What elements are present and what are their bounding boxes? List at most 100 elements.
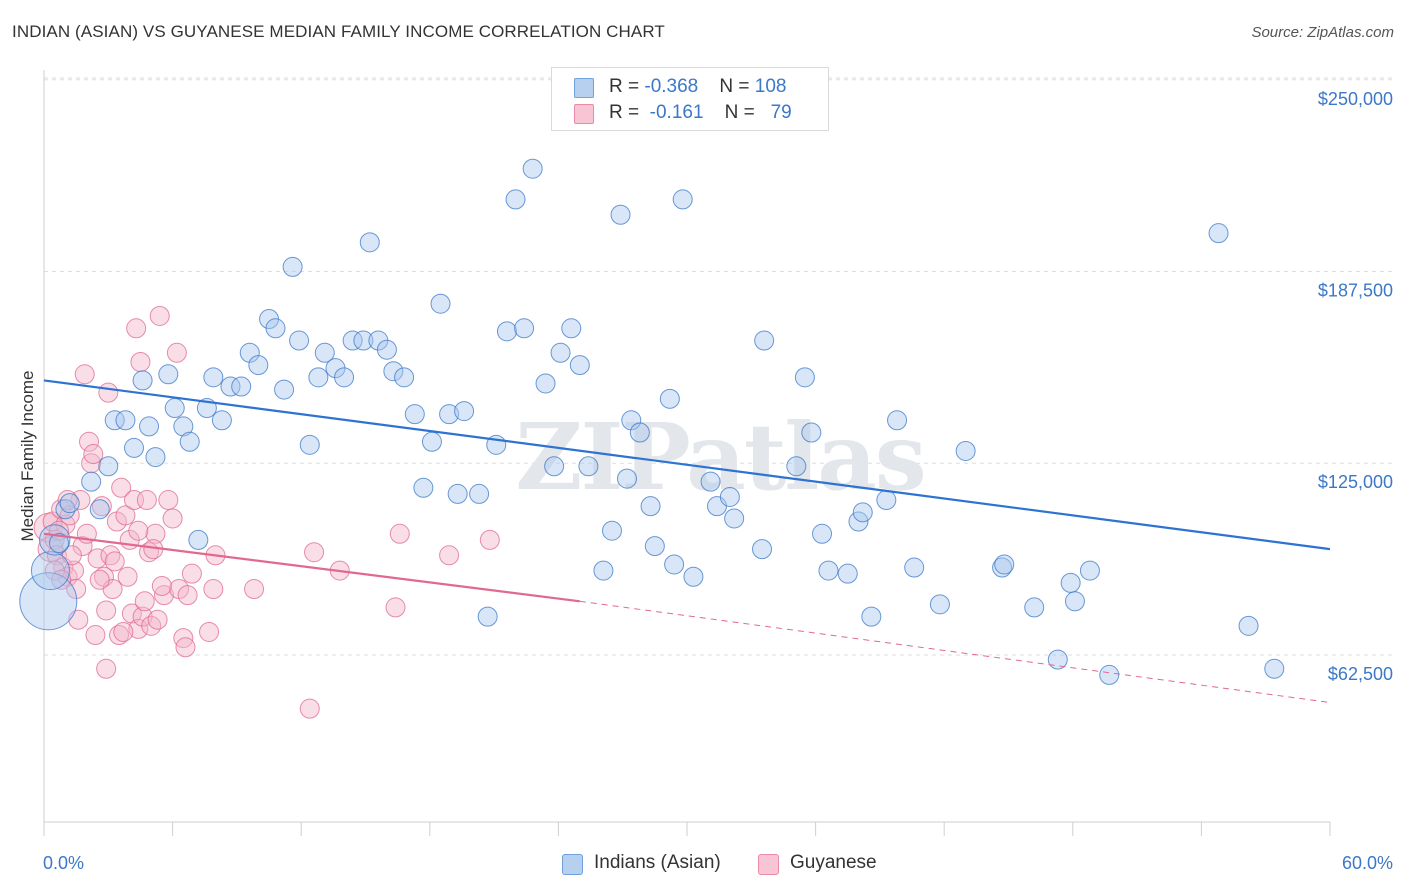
data-point — [812, 523, 833, 544]
legend-swatch-blue — [562, 854, 583, 875]
data-point — [439, 404, 460, 425]
data-point — [818, 560, 839, 581]
data-point — [147, 609, 168, 630]
data-point — [299, 434, 320, 455]
guyanese-points — [33, 305, 500, 719]
data-point — [289, 330, 310, 351]
data-point — [544, 456, 565, 477]
data-point — [304, 542, 325, 563]
legend-r-label: R = — [609, 102, 645, 123]
data-point — [359, 232, 380, 253]
data-point — [104, 551, 125, 572]
data-point — [98, 382, 119, 403]
y-tick-labels: $62,500 $125,000 $187,500 $250,000 — [1318, 89, 1393, 684]
data-point — [179, 431, 200, 452]
data-point — [98, 456, 119, 477]
data-point — [837, 563, 858, 584]
data-point — [700, 471, 721, 492]
data-point — [96, 658, 117, 679]
data-point — [1047, 649, 1068, 670]
data-point — [231, 376, 252, 397]
data-point — [786, 456, 807, 477]
data-point — [621, 410, 642, 431]
legend-n-value: 79 — [770, 102, 792, 123]
data-point — [79, 431, 100, 452]
legend-r-label: R = — [609, 76, 645, 97]
data-point — [852, 502, 873, 523]
data-point — [265, 318, 286, 339]
data-point — [929, 594, 950, 615]
watermark: ZIPatlas — [515, 403, 924, 511]
data-point — [496, 321, 517, 342]
data-point — [115, 505, 136, 526]
data-point — [876, 490, 897, 511]
data-point — [404, 404, 425, 425]
chart-title: INDIAN (ASIAN) VS GUYANESE MEDIAN FAMILY… — [12, 22, 665, 41]
data-point — [81, 471, 102, 492]
data-point — [394, 367, 415, 388]
legend-n-label: N = — [724, 102, 761, 123]
data-point — [158, 364, 179, 385]
data-point — [274, 379, 295, 400]
data-point — [141, 615, 162, 636]
legend-label: Indians (Asian) — [594, 852, 721, 873]
data-point — [659, 388, 680, 409]
data-point — [314, 342, 335, 363]
data-point — [139, 416, 160, 437]
y-tick-label: $62,500 — [1328, 664, 1393, 684]
data-point — [136, 490, 157, 511]
data-point — [522, 158, 543, 179]
data-point — [801, 422, 822, 443]
data-point — [389, 523, 410, 544]
data-point — [111, 477, 132, 498]
data-point — [145, 523, 166, 544]
data-point — [848, 511, 869, 532]
data-point — [752, 539, 773, 560]
data-point — [113, 621, 134, 642]
data-point — [128, 618, 149, 639]
data-point — [126, 318, 147, 339]
data-point — [166, 342, 187, 363]
correlation-legend: R = -0.368 N = 108 R = -0.161 N = 79 — [551, 67, 829, 131]
data-point — [19, 572, 78, 631]
data-point — [117, 566, 138, 587]
data-point — [1079, 560, 1100, 581]
data-point — [49, 532, 70, 553]
data-point — [439, 545, 460, 566]
data-point — [469, 483, 490, 504]
data-point — [955, 440, 976, 461]
data-point — [299, 698, 320, 719]
data-point — [39, 524, 71, 556]
trend-line-indians — [43, 379, 1331, 551]
data-point — [239, 342, 260, 363]
data-point — [199, 621, 220, 642]
data-point — [561, 318, 582, 339]
grid-lines — [44, 77, 1393, 656]
data-point — [550, 342, 571, 363]
data-point — [124, 437, 145, 458]
data-point — [421, 431, 442, 452]
data-point — [1024, 597, 1045, 618]
data-point — [96, 600, 117, 621]
data-point — [151, 575, 172, 596]
trend-line-guyanese — [43, 532, 580, 603]
source-label: Source: ZipAtlas.com — [1251, 24, 1394, 41]
data-point — [334, 367, 355, 388]
y-tick-label: $250,000 — [1318, 89, 1393, 109]
data-point — [188, 529, 209, 550]
data-point — [1064, 591, 1085, 612]
data-point — [89, 569, 110, 590]
data-point — [89, 499, 110, 520]
data-point — [203, 367, 224, 388]
data-point — [181, 563, 202, 584]
data-point — [992, 557, 1013, 578]
data-point — [887, 410, 908, 431]
legend-swatch-blue — [574, 78, 594, 98]
data-point — [593, 560, 614, 581]
data-point — [904, 557, 925, 578]
data-point — [640, 496, 661, 517]
axes — [43, 70, 1331, 836]
data-point — [644, 536, 665, 557]
data-point — [569, 355, 590, 376]
